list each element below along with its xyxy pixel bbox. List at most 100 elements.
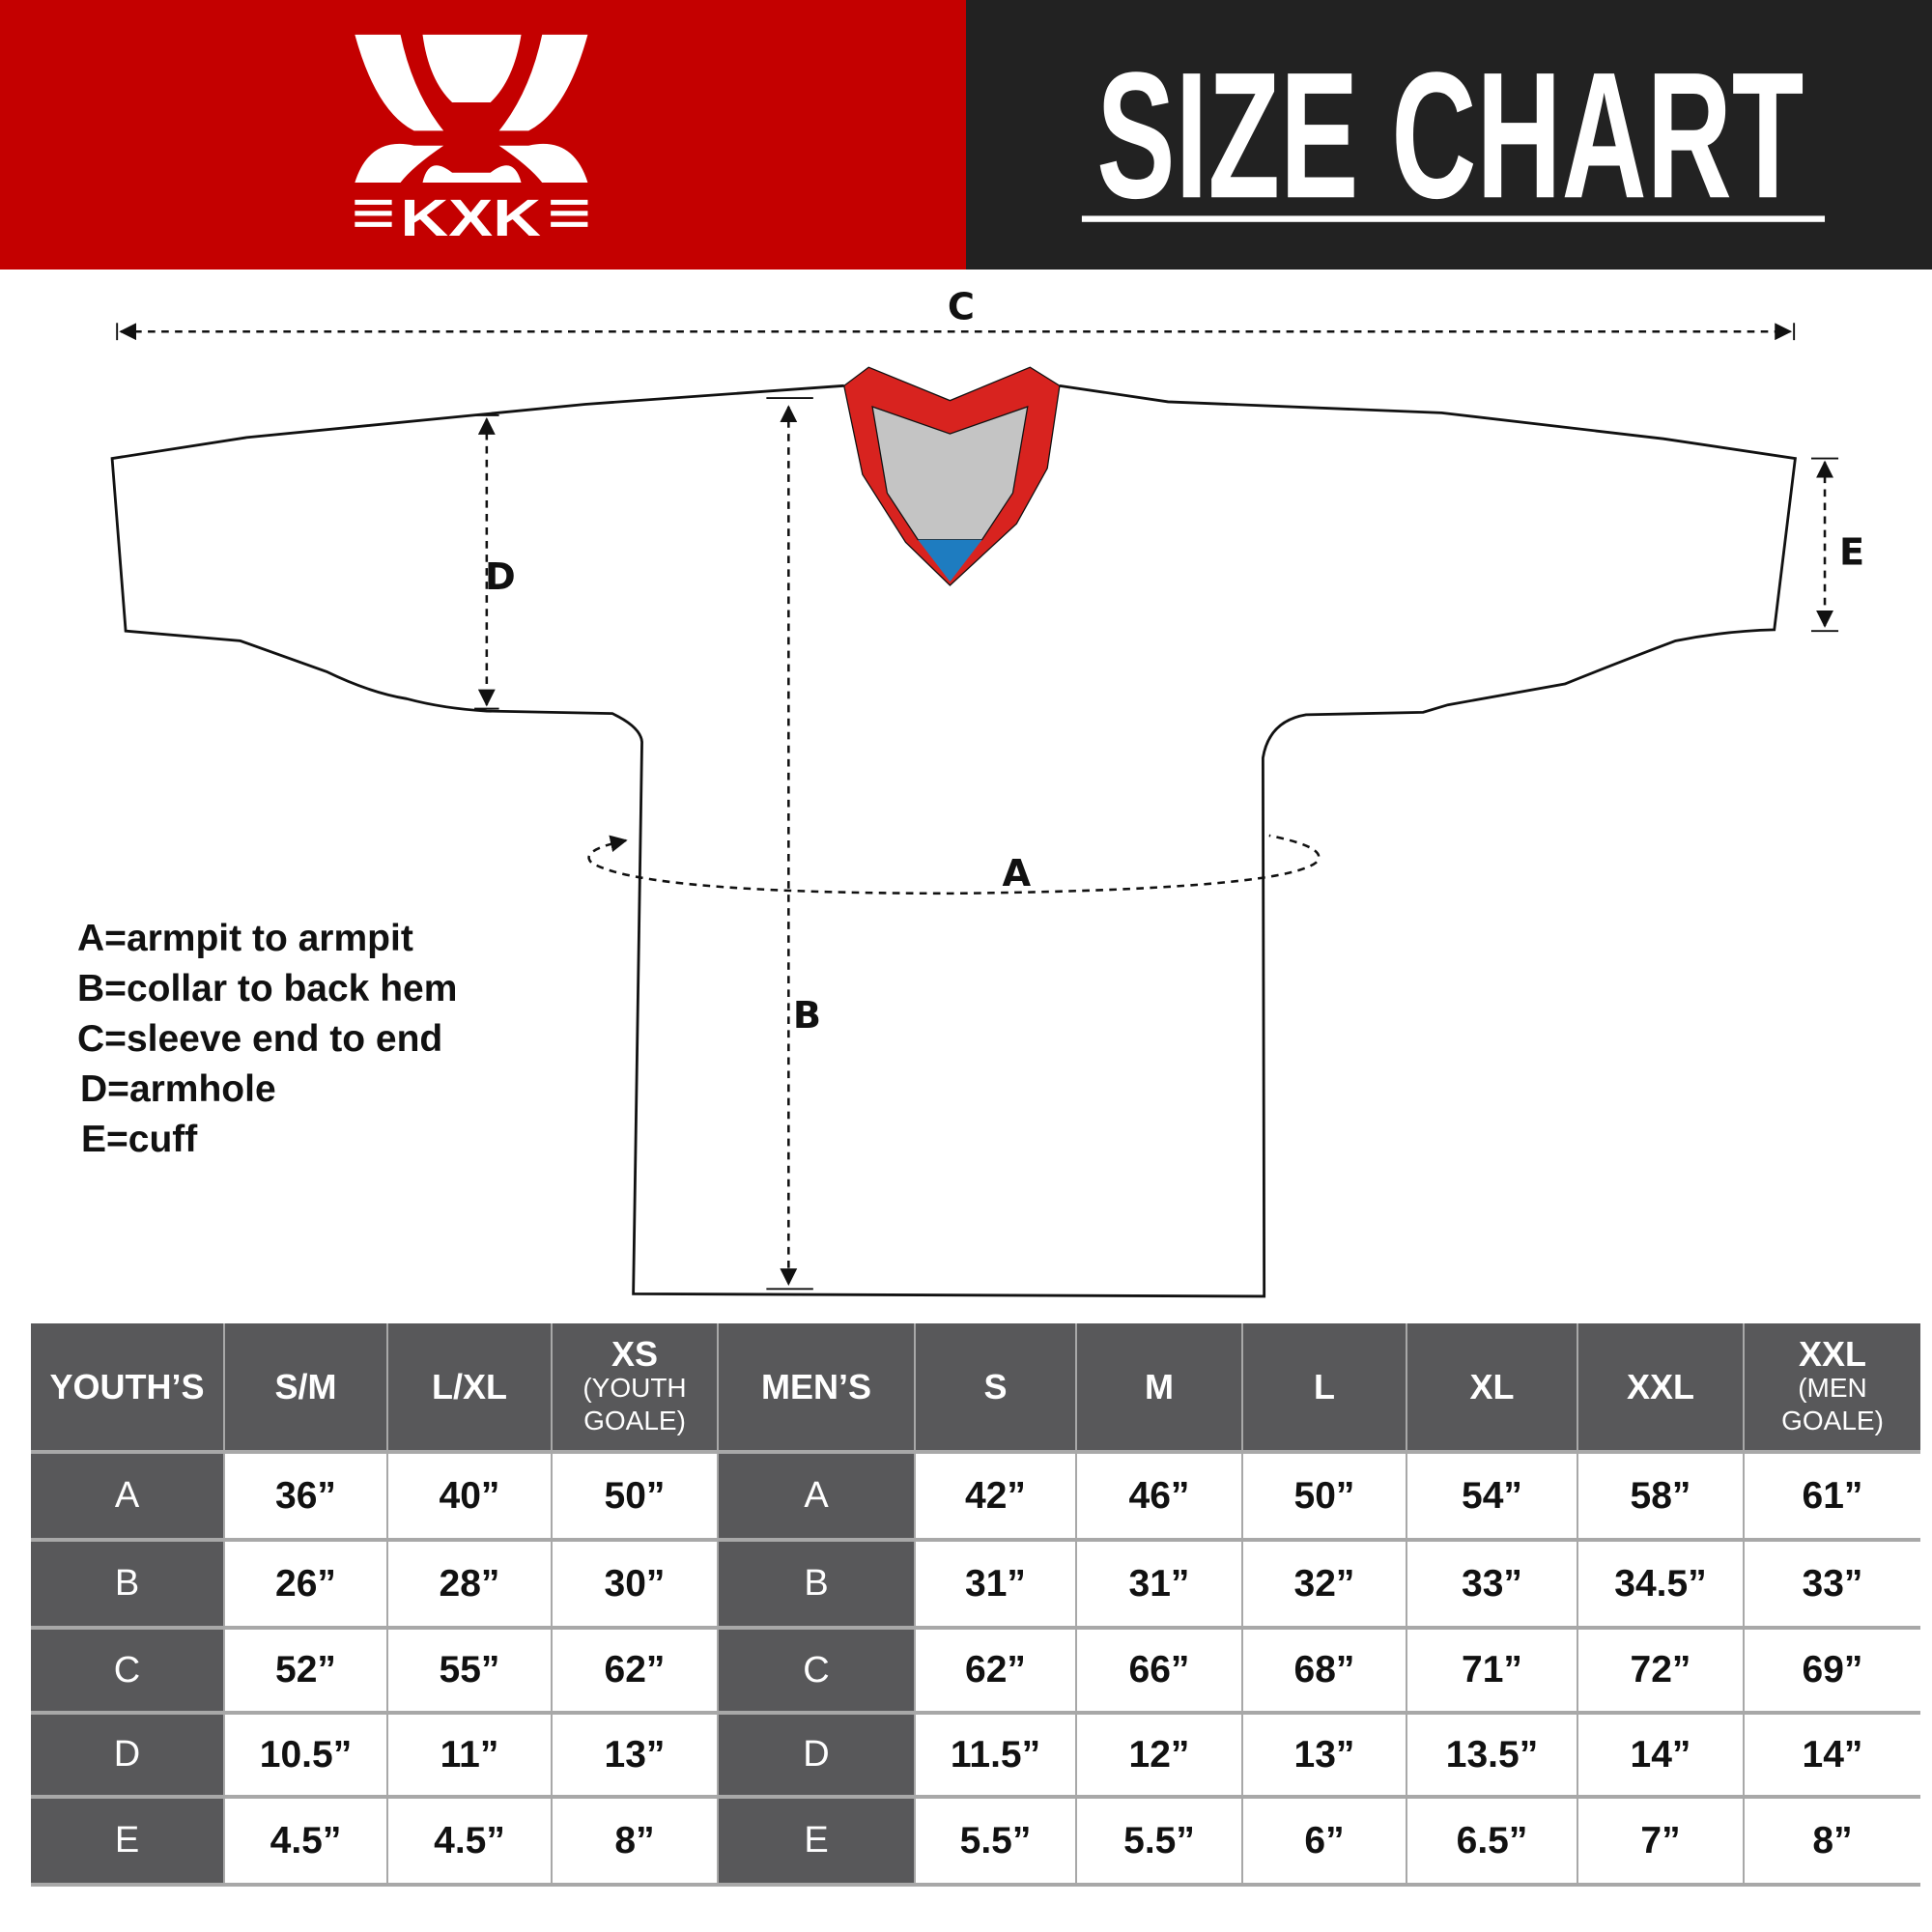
row-label-men: A — [719, 1454, 914, 1538]
table-cell: 71” — [1407, 1630, 1577, 1711]
column-header: M — [1077, 1323, 1241, 1450]
table-cell: 62” — [916, 1630, 1075, 1711]
column-header-label: XS — [611, 1333, 659, 1374]
table-cell: 12” — [1077, 1715, 1241, 1795]
table-cell: 52” — [225, 1630, 386, 1711]
label-a: A — [1002, 852, 1031, 895]
label-b: B — [793, 994, 821, 1037]
table-cell: 11.5” — [916, 1715, 1075, 1795]
legend-item-b: B=collar to back hem — [77, 968, 458, 1009]
jersey-outline — [110, 384, 1797, 1298]
legend-item-c: C=sleeve end to end — [77, 1018, 443, 1060]
table-cell: 4.5” — [225, 1799, 386, 1883]
title-banner — [966, 0, 1932, 270]
page-title: SIZE CHART — [1096, 35, 1804, 236]
collar-inner — [871, 406, 1029, 541]
title-underline — [1081, 215, 1826, 222]
table-cell: 69” — [1745, 1630, 1920, 1711]
column-header: L — [1243, 1323, 1406, 1450]
table-cell: 5.5” — [916, 1799, 1075, 1883]
legend-item-a: A=armpit to armpit — [77, 918, 413, 959]
table-cell: 14” — [1578, 1715, 1743, 1795]
measure-end-ticks — [116, 323, 1839, 1291]
table-cell: 40” — [388, 1454, 551, 1538]
column-header-label: L — [1314, 1366, 1335, 1406]
table-cell: 10.5” — [225, 1715, 386, 1795]
table-cell: 13.5” — [1407, 1715, 1577, 1795]
label-e: E — [1839, 530, 1864, 574]
row-label-youth: D — [31, 1715, 223, 1795]
table-cell: 6.5” — [1407, 1799, 1577, 1883]
table-cell: 32” — [1243, 1542, 1406, 1626]
table-cell: 46” — [1077, 1454, 1241, 1538]
table-cell: 14” — [1745, 1715, 1920, 1795]
row-label-men: C — [719, 1630, 914, 1711]
table-cell: 7” — [1578, 1799, 1743, 1883]
table-cell: 50” — [1243, 1454, 1406, 1538]
table-cell: 28” — [388, 1542, 551, 1626]
table-cell: 66” — [1077, 1630, 1241, 1711]
table-cell: 6” — [1243, 1799, 1406, 1883]
table-cell: 42” — [916, 1454, 1075, 1538]
kxk-logo: KXK SIZE CHART — [355, 34, 1826, 247]
column-header-label: XXL — [1626, 1366, 1694, 1406]
table-cell: 5.5” — [1077, 1799, 1241, 1883]
row-label-youth: B — [31, 1542, 223, 1626]
column-header-label: L/XL — [432, 1366, 507, 1406]
table-cell: 68” — [1243, 1630, 1406, 1711]
legend-item-e: E=cuff — [81, 1119, 198, 1160]
row-label-youth: E — [31, 1799, 223, 1883]
legend-item-d: D=armhole — [80, 1068, 276, 1110]
column-header: S/M — [225, 1323, 386, 1450]
row-label-youth: C — [31, 1630, 223, 1711]
column-header: MEN’S — [719, 1323, 914, 1450]
table-cell: 36” — [225, 1454, 386, 1538]
column-header-sublabel: (MEN GOALE) — [1781, 1372, 1884, 1435]
table-cell: 30” — [553, 1542, 717, 1626]
column-header: XS (YOUTH GOALE) — [553, 1323, 717, 1450]
table-cell: 31” — [916, 1542, 1075, 1626]
column-header-label: MEN’S — [760, 1366, 871, 1406]
table-cell: 72” — [1578, 1630, 1743, 1711]
row-label-men: E — [719, 1799, 914, 1883]
table-cell: 34.5” — [1578, 1542, 1743, 1626]
column-header: L/XL — [388, 1323, 551, 1450]
size-table: YOUTH’S S/M L/XL XS (YOUTH GOALE) MEN’S S M L XL X… — [31, 1323, 1920, 1887]
table-cell: 58” — [1578, 1454, 1743, 1538]
table-cell: 62” — [553, 1630, 717, 1711]
measure-a-line — [587, 834, 1321, 895]
table-cell: 26” — [225, 1542, 386, 1626]
label-c: C — [948, 285, 975, 328]
table-cell: 55” — [388, 1630, 551, 1711]
table-cell: 8” — [1745, 1799, 1920, 1883]
table-cell: 33” — [1407, 1542, 1577, 1626]
column-header: XXL — [1578, 1323, 1743, 1450]
table-cell: 8” — [553, 1799, 717, 1883]
table-cell: 11” — [388, 1715, 551, 1795]
jersey-diagram: C D B A E — [110, 285, 1864, 1298]
table-cell: 31” — [1077, 1542, 1241, 1626]
column-header-label: YOUTH’S — [49, 1366, 205, 1406]
table-cell: 54” — [1407, 1454, 1577, 1538]
table-cell: 61” — [1745, 1454, 1920, 1538]
column-header-label: XXL — [1798, 1333, 1866, 1374]
table-cell: 13” — [553, 1715, 717, 1795]
column-header-label: S — [983, 1366, 1008, 1406]
row-label-men: D — [719, 1715, 914, 1795]
table-cell: 4.5” — [388, 1799, 551, 1883]
column-header-label: M — [1145, 1366, 1174, 1406]
column-header: XXL (MEN GOALE) — [1745, 1323, 1920, 1450]
column-header: XL — [1407, 1323, 1577, 1450]
logo-text: KXK — [401, 190, 542, 247]
table-cell: 13” — [1243, 1715, 1406, 1795]
table-cell: 50” — [553, 1454, 717, 1538]
measurement-legend: A=armpit to armpit B=collar to back hem … — [77, 914, 457, 1165]
column-header-label: S/M — [274, 1366, 337, 1406]
label-d: D — [485, 555, 516, 599]
column-header: S — [916, 1323, 1075, 1450]
table-cell: 33” — [1745, 1542, 1920, 1626]
column-header-label: XL — [1469, 1366, 1515, 1406]
collar-tag — [918, 539, 982, 582]
row-label-men: B — [719, 1542, 914, 1626]
